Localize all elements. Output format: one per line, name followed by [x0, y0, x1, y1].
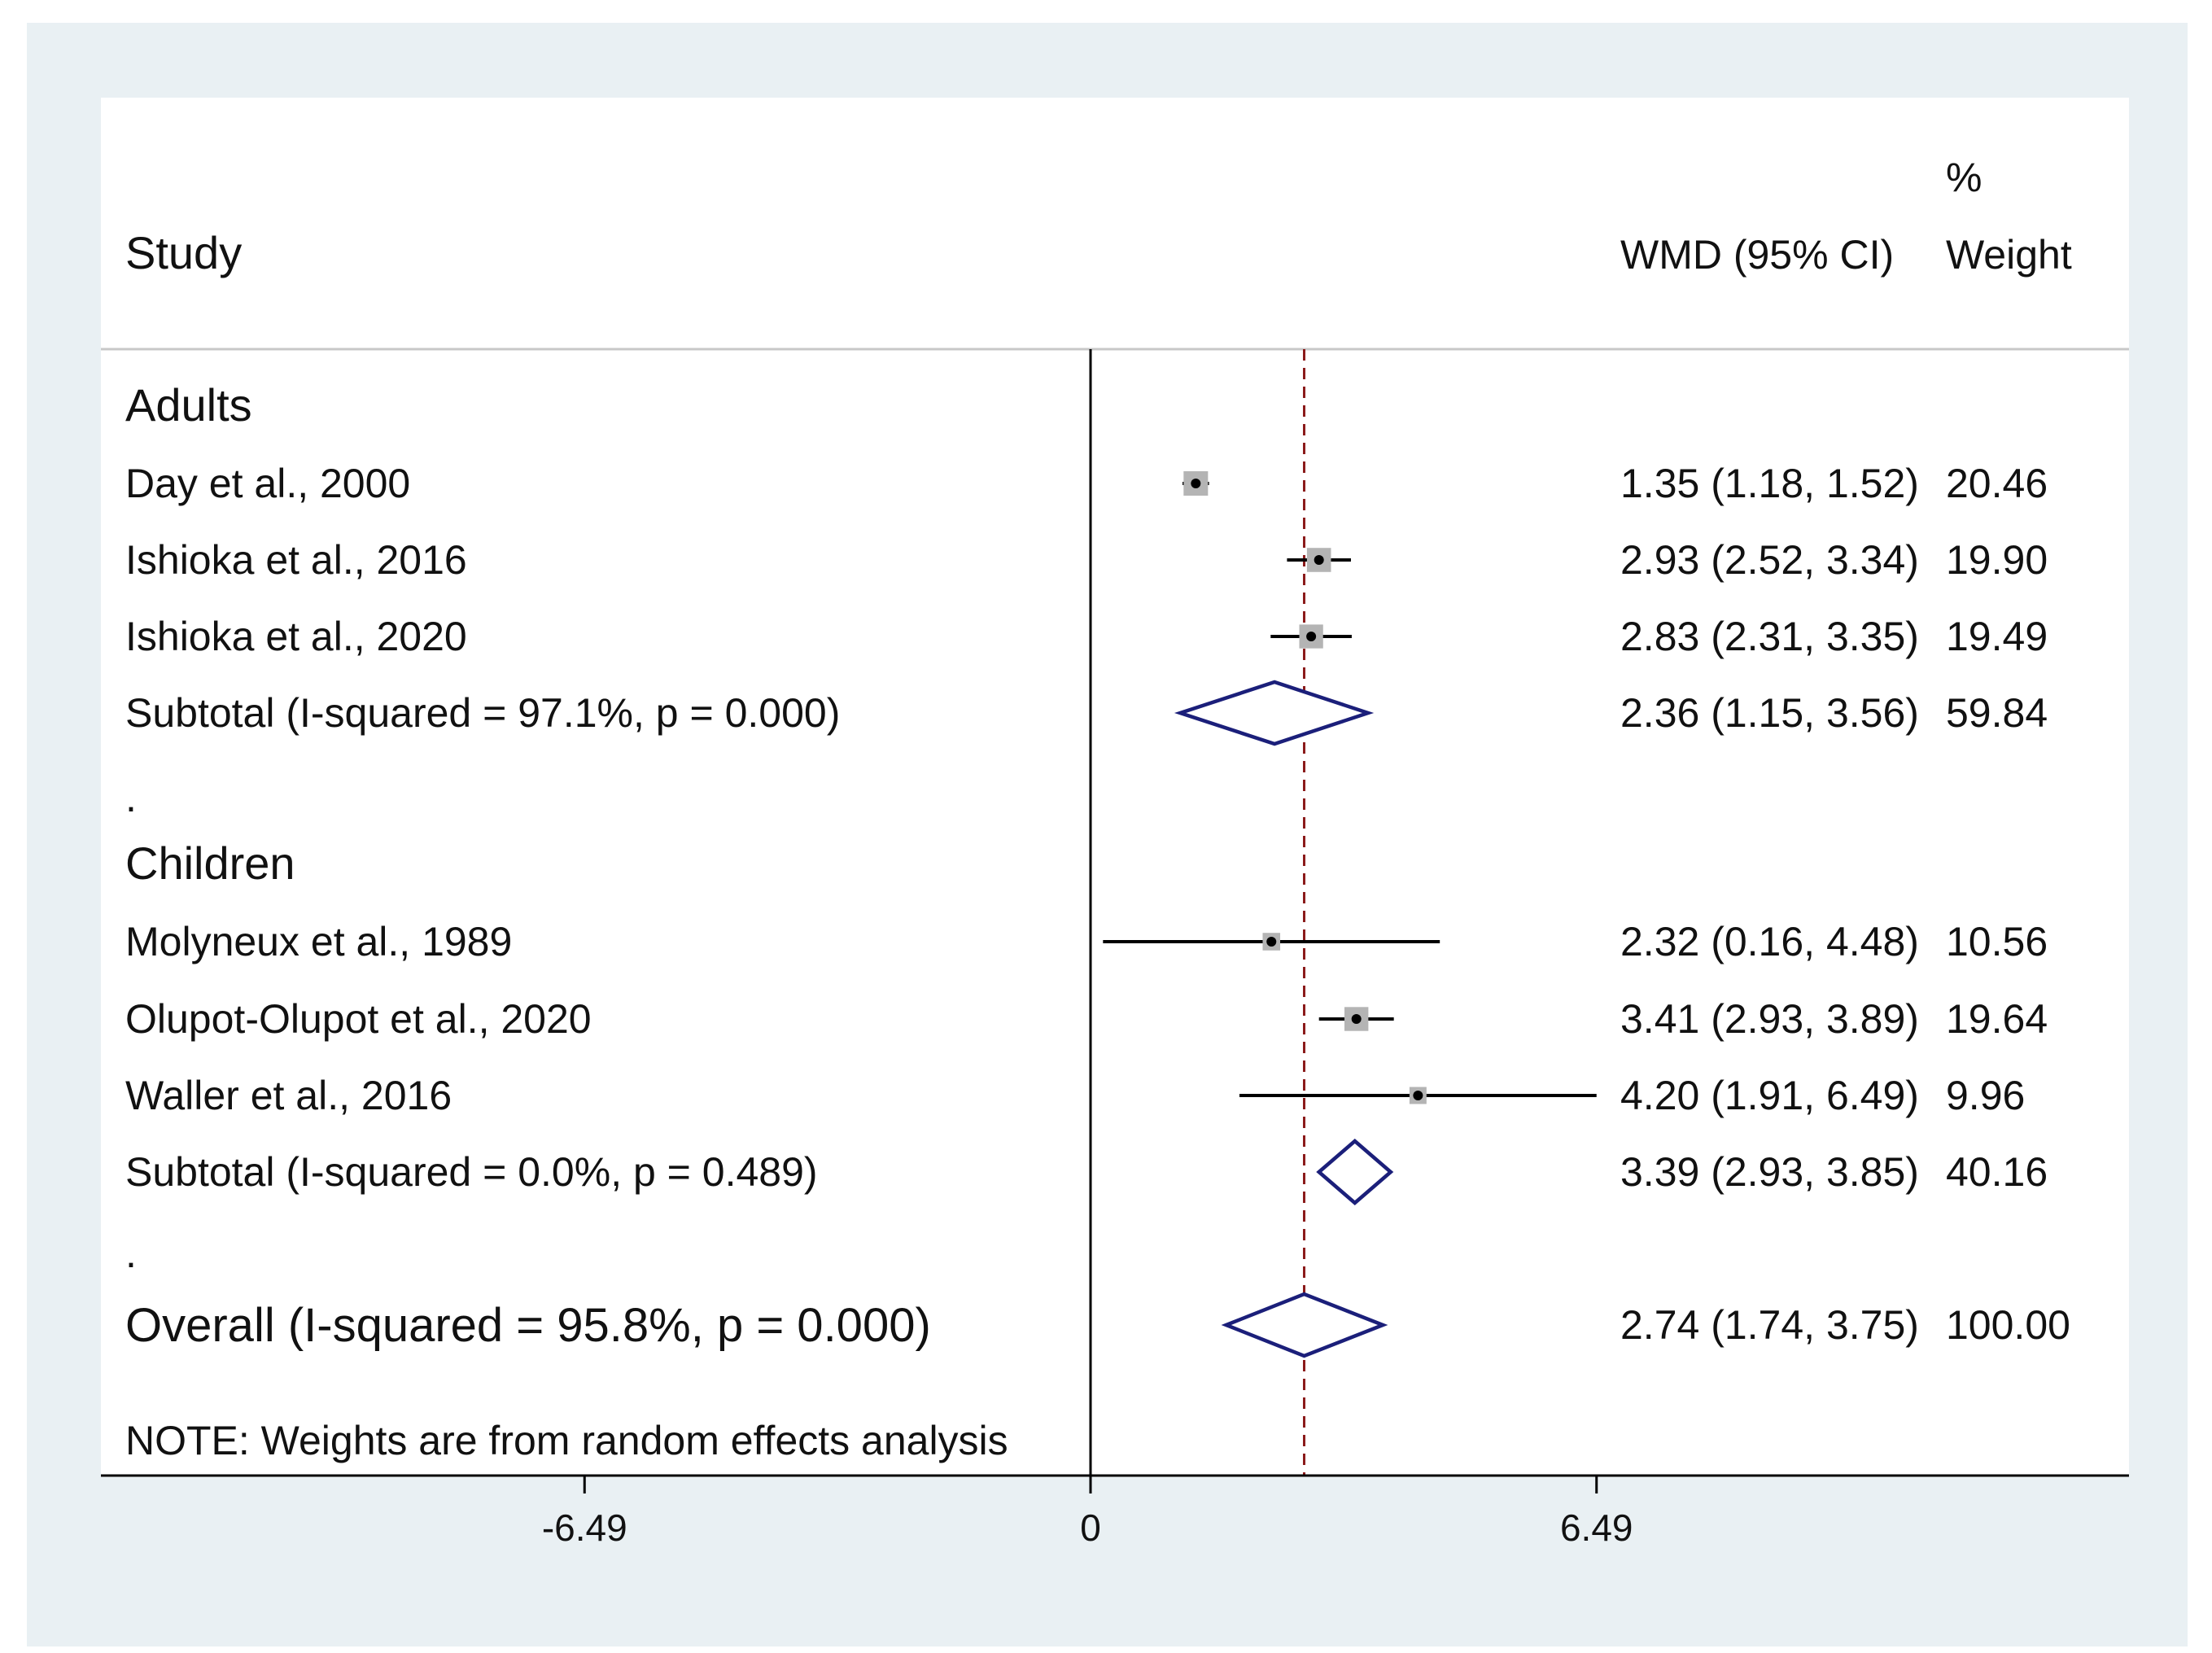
forest-marks [1103, 471, 1597, 1358]
row-11-weight-text: 40.16 [1946, 1149, 2048, 1195]
row-10-study-label: Waller et al., 2016 [125, 1073, 452, 1118]
row-11-subtotal-diamond [1316, 1139, 1394, 1205]
row-10-ci-text: 4.20 (1.91, 6.49) [1620, 1073, 1919, 1118]
x-axis: -6.49 0 6.49 [101, 1474, 2129, 1549]
row-2-point-estimate [1191, 479, 1201, 488]
row-3-point-estimate [1314, 555, 1324, 565]
row-9-point-estimate [1351, 1014, 1362, 1024]
row-9-study-label: Olupot-Olupot et al., 2020 [125, 996, 592, 1042]
row-5-weight-text: 59.84 [1946, 690, 2048, 736]
row-13-weight-text: 100.00 [1946, 1302, 2070, 1348]
header-effect: WMD (95% CI) [1620, 232, 1894, 278]
row-3-ci-text: 2.93 (2.52, 3.34) [1620, 537, 1919, 583]
group-label: Adults [125, 379, 252, 431]
header-study: Study [125, 227, 242, 278]
row-2-weight-text: 20.46 [1946, 461, 2048, 506]
row-4-ci-text: 2.83 (2.31, 3.35) [1620, 614, 1919, 659]
x-tick-label: -6.49 [542, 1507, 627, 1549]
row-4-study-label: Ishioka et al., 2020 [125, 614, 467, 659]
reference-lines [1089, 349, 1305, 1476]
row-13-ci-text: 2.74 (1.74, 3.75) [1620, 1302, 1919, 1348]
row-13-study-label: Overall (I-squared = 95.8%, p = 0.000) [125, 1299, 931, 1352]
plot-panel [101, 98, 2129, 1477]
row-5-ci-text: 2.36 (1.15, 3.56) [1620, 690, 1919, 736]
x-tick-label: 0 [1080, 1507, 1101, 1549]
row-13-overall-diamond [1221, 1292, 1388, 1358]
row-2-study-label: Day et al., 2000 [125, 461, 410, 506]
spacer-dot: . [125, 775, 137, 820]
weights-note: NOTE: Weights are from random effects an… [125, 1418, 1008, 1463]
row-8-ci-text: 2.32 (0.16, 4.48) [1620, 919, 1919, 964]
row-8-point-estimate [1266, 937, 1277, 947]
row-3-study-label: Ishioka et al., 2016 [125, 537, 467, 583]
row-8-weight-text: 10.56 [1946, 919, 2048, 964]
header-weight-percent: % [1946, 155, 1982, 200]
header-weight: Weight [1946, 232, 2072, 278]
row-4-point-estimate [1306, 632, 1317, 641]
row-3-weight-text: 19.90 [1946, 537, 2048, 583]
row-5-subtotal-diamond [1174, 680, 1375, 746]
row-labels: Adults Day et al., 2000 1.35 (1.18, 1.52) 2… [125, 379, 2070, 1352]
row-5-study-label: Subtotal (I-squared = 97.1%, p = 0.000) [125, 690, 840, 736]
row-10-point-estimate [1413, 1091, 1423, 1100]
row-2-ci-text: 1.35 (1.18, 1.52) [1620, 461, 1919, 506]
row-11-ci-text: 3.39 (2.93, 3.85) [1620, 1149, 1919, 1195]
row-11-study-label: Subtotal (I-squared = 0.0%, p = 0.489) [125, 1149, 818, 1195]
row-9-ci-text: 3.41 (2.93, 3.89) [1620, 996, 1919, 1042]
group-label: Children [125, 837, 295, 889]
row-9-weight-text: 19.64 [1946, 996, 2048, 1042]
spacer-dot: . [125, 1231, 137, 1276]
x-tick-label: 6.49 [1560, 1507, 1633, 1549]
row-10-weight-text: 9.96 [1946, 1073, 2025, 1118]
row-4-weight-text: 19.49 [1946, 614, 2048, 659]
row-8-study-label: Molyneux et al., 1989 [125, 919, 512, 964]
